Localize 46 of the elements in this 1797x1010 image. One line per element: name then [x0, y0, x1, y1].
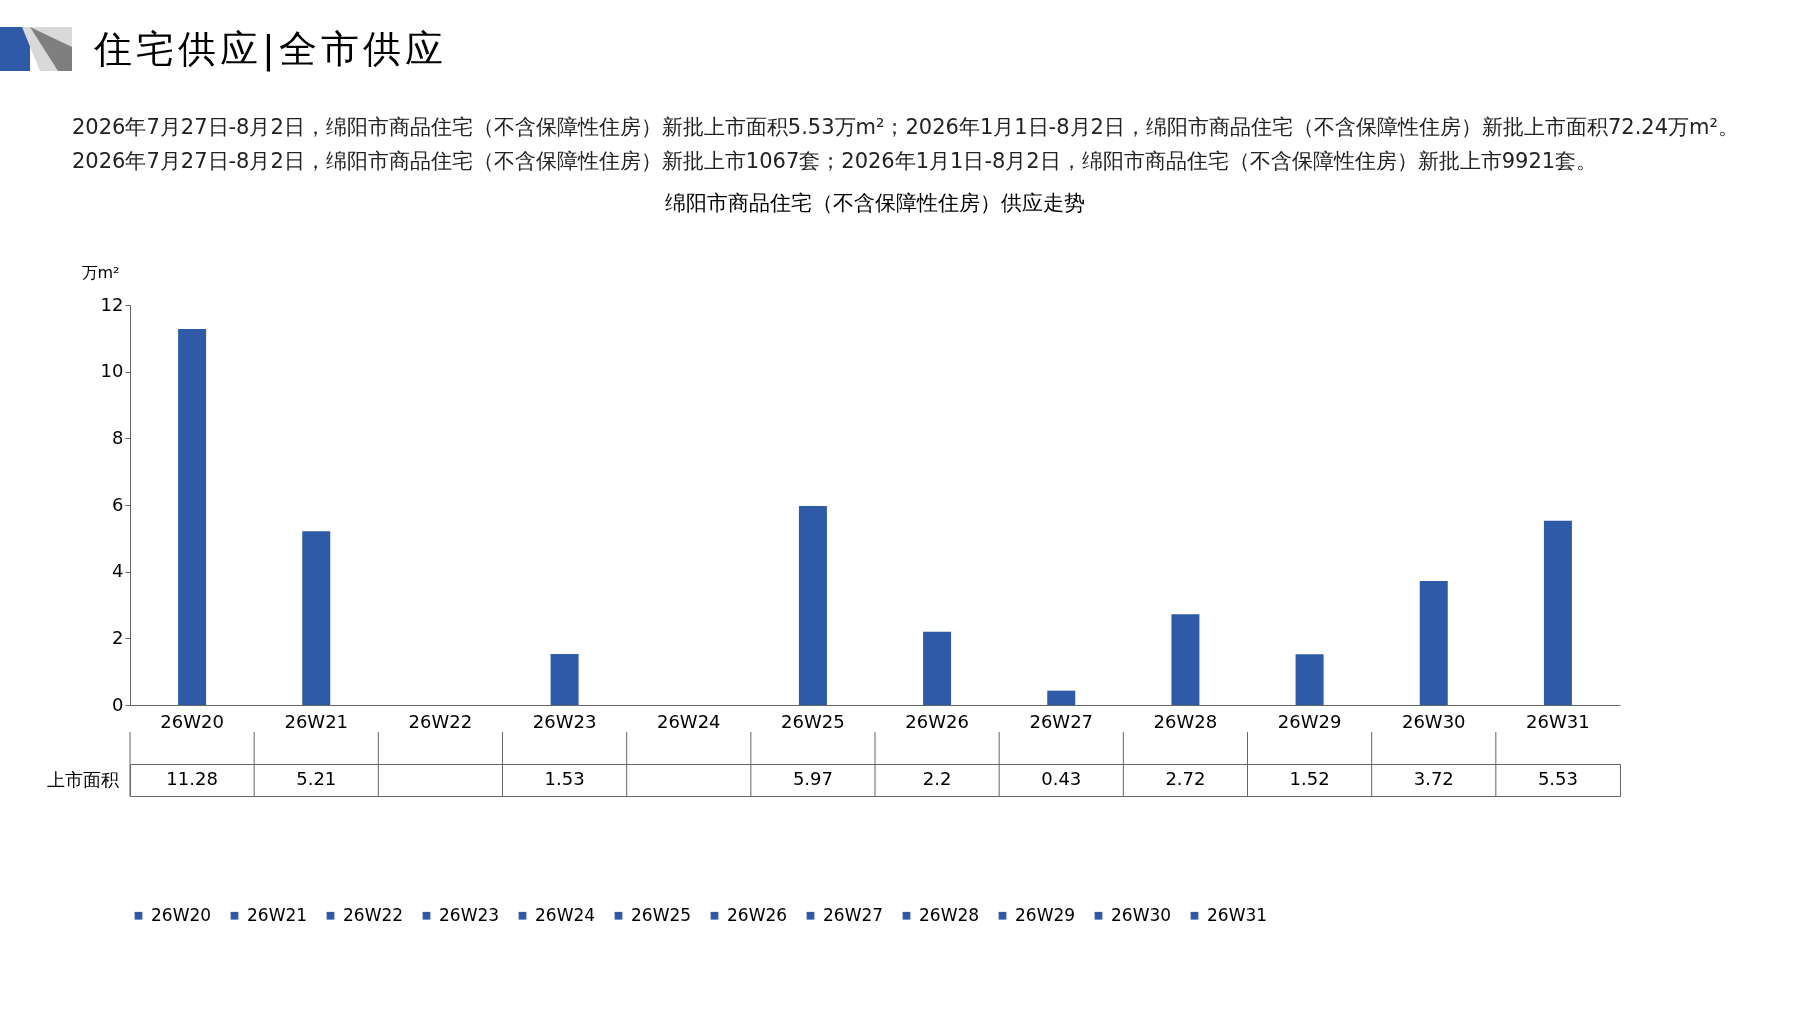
y-tick-label: 2: [112, 626, 124, 648]
text: 住宅供应|全市供应: [94, 25, 447, 74]
x-tick-label: 26W21: [284, 710, 349, 732]
data-label: 2.2: [922, 768, 952, 789]
x-tick-label: 26W23: [532, 710, 597, 732]
category-label: 26W20: [151, 904, 212, 925]
data-label: 5.97: [792, 768, 833, 789]
data-label: 5.53: [1537, 768, 1578, 789]
y-tick-label: 6: [112, 493, 124, 515]
category-label: 26W28: [919, 904, 980, 925]
data-label: 3.72: [1413, 768, 1454, 789]
x-tick-label: 26W28: [1153, 710, 1218, 732]
x-tick-label: 26W24: [656, 710, 721, 732]
category-label: 26W27: [823, 904, 884, 925]
y-tick-label: 8: [112, 426, 124, 448]
x-tick-label: 26W22: [408, 710, 473, 732]
data-label: 1.53: [544, 768, 585, 789]
data-label: 11.28: [166, 768, 218, 789]
x-tick-label: 26W30: [1401, 710, 1466, 732]
x-tick-label: 26W25: [781, 710, 845, 732]
category-label: 26W23: [439, 904, 500, 925]
y-axis-title: 万m²: [81, 262, 120, 282]
data-label: 5.21: [296, 768, 337, 789]
category-label: 26W29: [1015, 904, 1076, 925]
data-label: 1.52: [1289, 768, 1330, 789]
category-label: 26W21: [247, 904, 308, 925]
data-label: 0.43: [1041, 768, 1082, 789]
y-tick-label: 0: [112, 693, 124, 715]
x-tick-label: 26W31: [1526, 710, 1590, 732]
x-tick-label: 26W27: [1029, 710, 1094, 732]
category-label: 26W30: [1111, 904, 1172, 925]
category-label: 26W31: [1207, 904, 1268, 925]
y-tick-label: 10: [100, 360, 124, 382]
x-tick-label: 26W29: [1277, 710, 1342, 732]
text: 2026年7月27日-8月2日，绵阳市商品住宅（不含保障性住房）新批上市面积5.53万m²；2026年1月1日-8月2日，绵阳市商品住宅（不含保障性住房）新批上市面积72.24万m²。2026年7月27日-8月2日，绵阳市商品住宅（不含保障性住房）新批上市1067套；2026年1月1日-8月2日，绵阳市商品住宅（不含保障性住房）新批上市9921套。: [72, 114, 1740, 175]
y-tick-label: 12: [100, 293, 124, 315]
x-tick-label: 26W26: [905, 710, 969, 732]
text: 上市面积: [46, 768, 119, 790]
y-tick-label: 4: [112, 560, 124, 582]
category-label: 26W22: [343, 904, 404, 925]
x-tick-label: 26W20: [160, 710, 224, 732]
category-label: 26W24: [535, 904, 596, 925]
chart-title: 绵阳市商品住宅（不含保障性住房）供应走势: [665, 191, 1085, 215]
category-label: 26W26: [727, 904, 788, 925]
category-label: 26W25: [631, 904, 692, 925]
data-label: 2.72: [1165, 768, 1206, 789]
